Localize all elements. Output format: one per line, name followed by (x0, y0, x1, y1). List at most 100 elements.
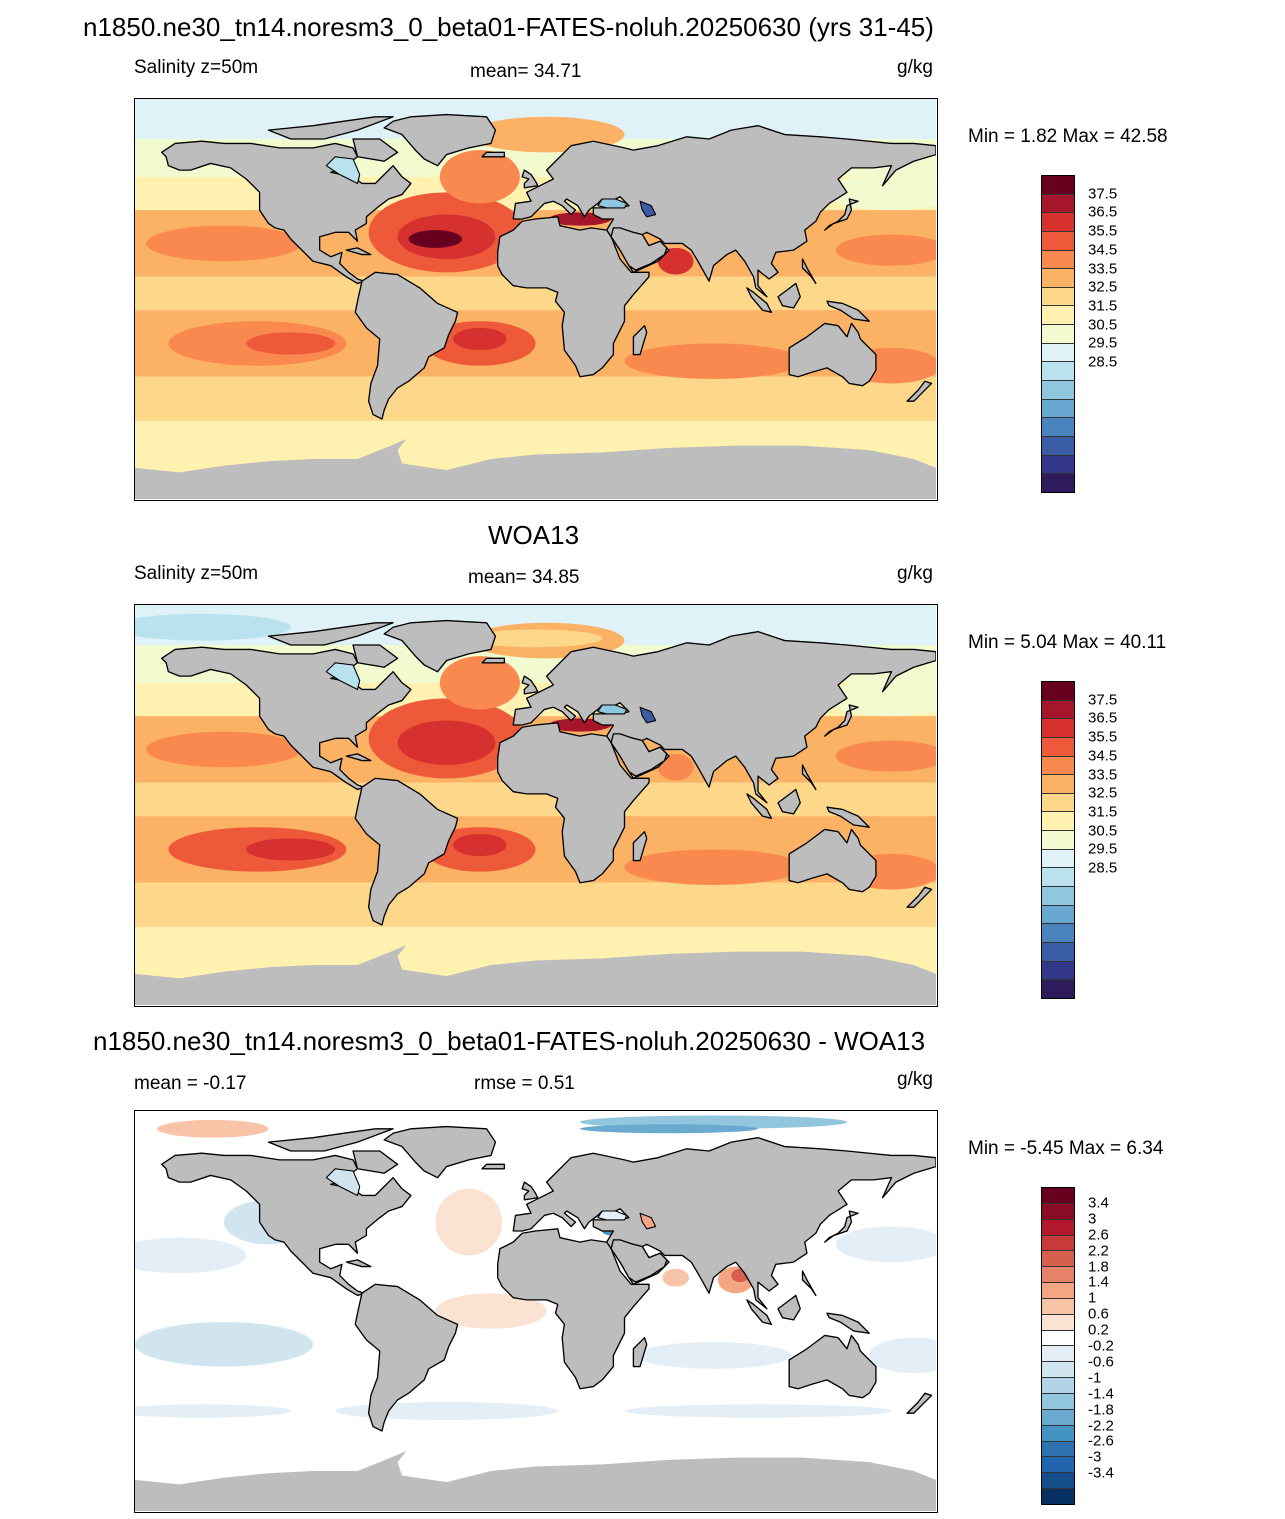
colorbar-swatch (1042, 831, 1074, 850)
map-model (134, 98, 938, 501)
colorbar-swatch (1042, 343, 1074, 363)
colorbar-swatch (1042, 474, 1074, 492)
map-obs-canvas (135, 605, 936, 1005)
colorbar-swatch (1042, 756, 1074, 776)
colorbar-tick-label: -2.2 (1088, 1417, 1114, 1434)
colorbar-swatch (1042, 325, 1074, 344)
colorbar-swatch (1042, 1362, 1074, 1379)
colorbar-swatch (1042, 1219, 1074, 1236)
colorbar-swatch (1042, 737, 1074, 757)
colorbar-swatch (1042, 1267, 1074, 1284)
map-obs (134, 604, 938, 1007)
colorbar-tick-label: 32.5 (1088, 278, 1118, 296)
colorbar-tick-label: -3.4 (1088, 1464, 1114, 1482)
colorbar-swatch (1042, 231, 1074, 251)
colorbar-tick-label: 2.2 (1088, 1242, 1109, 1260)
colorbar-tick-label: 35.5 (1088, 222, 1118, 240)
colorbar-tick-label: 31.5 (1088, 297, 1118, 315)
colorbar-swatch (1042, 176, 1074, 195)
colorbar-swatch (1042, 1251, 1074, 1268)
colorbar-swatch (1042, 775, 1074, 794)
colorbar-swatch (1042, 399, 1074, 419)
colorbar-swatch (1042, 849, 1074, 869)
colorbar-swatch (1042, 287, 1074, 307)
colorbar-swatch (1042, 418, 1074, 437)
colorbar-swatch (1042, 1473, 1074, 1490)
panel-title-model: n1850.ne30_tn14.noresm3_0_beta01-FATES-n… (83, 12, 934, 42)
colorbar-swatch (1042, 1346, 1074, 1363)
colorbar-tick-label: -1.8 (1088, 1401, 1114, 1419)
colorbar-tick-label: 1.8 (1088, 1258, 1109, 1275)
colorbar-swatch (1042, 700, 1074, 720)
colorbar-tick-label: -0.6 (1088, 1353, 1114, 1371)
colorbar-swatch (1042, 1441, 1074, 1458)
colorbar-tick-label: 28.5 (1088, 353, 1118, 371)
panel-units-obs: g/kg (897, 563, 933, 584)
colorbar-tick-label: 36.5 (1088, 203, 1118, 221)
panel-units-model: g/kg (897, 57, 933, 78)
colorbar-obs (1041, 681, 1075, 999)
colorbar-swatch (1042, 436, 1074, 456)
colorbar-tick-label: 28.5 (1088, 859, 1118, 877)
map-diff (134, 1110, 938, 1513)
colorbar-swatch (1042, 250, 1074, 270)
map-diff-canvas (135, 1111, 936, 1511)
colorbar-tick-label: -1 (1088, 1369, 1102, 1387)
panel-title-obs: WOA13 (488, 520, 580, 550)
colorbar-swatch (1042, 868, 1074, 888)
colorbar-tick-label: 30.5 (1088, 316, 1118, 334)
colorbar-swatch (1042, 1188, 1074, 1204)
colorbar-tick-label: 34.5 (1088, 241, 1118, 259)
colorbar-swatch (1042, 980, 1074, 998)
colorbar-swatch (1042, 1393, 1074, 1410)
colorbar-swatch (1042, 1283, 1074, 1299)
colorbar-tick-label: 32.5 (1088, 784, 1118, 802)
panel-minmax-model: Min = 1.82 Max = 42.58 (968, 126, 1168, 147)
colorbar-tick-label: 2.6 (1088, 1226, 1109, 1244)
colorbar-tick-label: -0.2 (1088, 1337, 1114, 1355)
colorbar-tick-label: 31.5 (1088, 803, 1118, 821)
colorbar-swatch (1042, 905, 1074, 925)
colorbar-tick-label: 3.4 (1088, 1194, 1109, 1212)
colorbar-diff (1041, 1187, 1075, 1505)
colorbar-tick-label: 37.5 (1088, 691, 1118, 709)
colorbar-swatch (1042, 942, 1074, 962)
colorbar-tick-label: 34.5 (1088, 747, 1118, 765)
colorbar-tick-label: 37.5 (1088, 185, 1118, 203)
colorbar-tick-label: -2.6 (1088, 1432, 1114, 1450)
colorbar-swatch (1042, 1203, 1074, 1220)
colorbar-model (1041, 175, 1075, 493)
colorbar-swatch (1042, 1409, 1074, 1426)
panel-minmax-diff: Min = -5.45 Max = 6.34 (968, 1138, 1164, 1159)
colorbar-tick-label: 1.4 (1088, 1273, 1109, 1291)
colorbar-swatch (1042, 1235, 1074, 1252)
colorbar-swatch (1042, 306, 1074, 326)
colorbar-swatch (1042, 1489, 1074, 1504)
colorbar-swatch (1042, 1457, 1074, 1474)
colorbar-swatch (1042, 1298, 1074, 1315)
colorbar-tick-label: 30.5 (1088, 822, 1118, 840)
colorbar-tick-label: 1 (1088, 1289, 1097, 1307)
panel-units-diff: g/kg (897, 1069, 933, 1090)
colorbar-swatch (1042, 455, 1074, 475)
colorbar-swatch (1042, 812, 1074, 832)
colorbar-tick-label: -3 (1088, 1448, 1102, 1466)
colorbar-swatch (1042, 682, 1074, 701)
map-model-canvas (135, 99, 936, 499)
colorbar-tick-label: 3 (1088, 1210, 1097, 1228)
colorbar-swatch (1042, 924, 1074, 943)
colorbar-swatch (1042, 213, 1074, 232)
colorbar-swatch (1042, 381, 1074, 400)
colorbar-tick-label: 35.5 (1088, 728, 1118, 746)
colorbar-swatch (1042, 887, 1074, 906)
colorbar-tick-label: 0.2 (1088, 1321, 1109, 1339)
colorbar-swatch (1042, 1330, 1074, 1347)
panel-rmse-diff: rmse = 0.51 (474, 1073, 575, 1094)
colorbar-tick-label: 33.5 (1088, 766, 1118, 784)
panel-mean-model: mean= 34.71 (470, 61, 582, 82)
colorbar-swatch (1042, 793, 1074, 813)
colorbar-tick-label: 29.5 (1088, 840, 1118, 858)
panel-mean-diff: mean = -0.17 (134, 1073, 247, 1094)
colorbar-swatch (1042, 1425, 1074, 1442)
panel-minmax-obs: Min = 5.04 Max = 40.11 (968, 632, 1167, 653)
